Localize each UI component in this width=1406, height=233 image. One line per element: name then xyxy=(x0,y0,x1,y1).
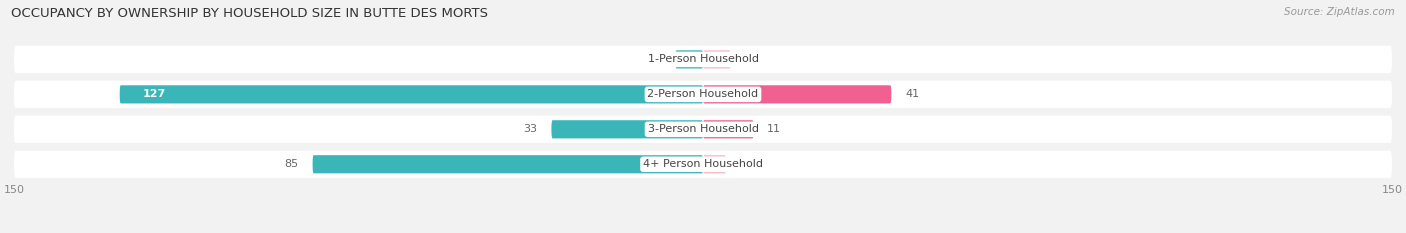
Text: 127: 127 xyxy=(142,89,166,99)
FancyBboxPatch shape xyxy=(703,120,754,138)
FancyBboxPatch shape xyxy=(14,116,1392,143)
FancyBboxPatch shape xyxy=(14,81,1392,108)
Text: 0: 0 xyxy=(717,159,724,169)
FancyBboxPatch shape xyxy=(703,85,891,103)
Text: 41: 41 xyxy=(905,89,920,99)
Text: 2-Person Household: 2-Person Household xyxy=(647,89,759,99)
FancyBboxPatch shape xyxy=(14,151,1392,178)
FancyBboxPatch shape xyxy=(703,155,725,173)
Text: 4+ Person Household: 4+ Person Household xyxy=(643,159,763,169)
Text: 85: 85 xyxy=(284,159,299,169)
Text: Source: ZipAtlas.com: Source: ZipAtlas.com xyxy=(1284,7,1395,17)
Text: 1-Person Household: 1-Person Household xyxy=(648,55,758,64)
FancyBboxPatch shape xyxy=(312,155,703,173)
Legend: Owner-occupied, Renter-occupied: Owner-occupied, Renter-occupied xyxy=(583,230,823,233)
Text: 11: 11 xyxy=(768,124,782,134)
FancyBboxPatch shape xyxy=(551,120,703,138)
FancyBboxPatch shape xyxy=(14,46,1392,73)
FancyBboxPatch shape xyxy=(675,50,703,69)
FancyBboxPatch shape xyxy=(703,50,731,69)
Text: 3-Person Household: 3-Person Household xyxy=(648,124,758,134)
Text: 33: 33 xyxy=(523,124,537,134)
Text: OCCUPANCY BY OWNERSHIP BY HOUSEHOLD SIZE IN BUTTE DES MORTS: OCCUPANCY BY OWNERSHIP BY HOUSEHOLD SIZE… xyxy=(11,7,488,20)
Text: 6: 6 xyxy=(655,55,662,64)
FancyBboxPatch shape xyxy=(120,85,703,103)
Text: 6: 6 xyxy=(744,55,751,64)
